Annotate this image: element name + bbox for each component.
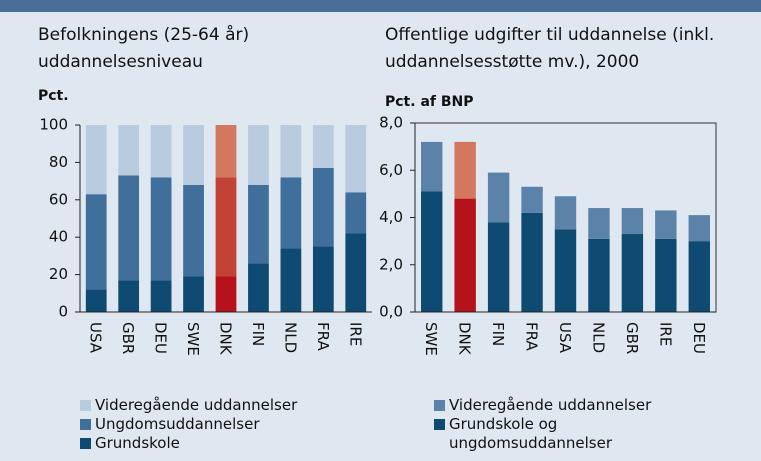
legend-label: Ungdomsuddannelser [95, 415, 260, 433]
bar-segment [183, 184, 204, 277]
x-tick-label: DEU [152, 322, 170, 354]
y-axis-label: Pct. af BNP [385, 94, 474, 110]
bar-segment [118, 125, 140, 176]
y-tick-label: 0 [58, 303, 68, 321]
bar-segment [345, 125, 367, 193]
bar-segment [85, 289, 107, 312]
bar-segment [85, 194, 107, 290]
x-tick-label: GBR [119, 322, 137, 354]
bar-segment [248, 184, 269, 264]
y-tick-label: 2,0 [379, 255, 403, 273]
bar-segment [85, 125, 107, 195]
y-tick-label: 6,0 [379, 161, 403, 179]
x-tick-label: SWE [184, 322, 202, 356]
bar-segment [215, 276, 237, 312]
bar-segment [183, 125, 204, 185]
y-tick-label: 20 [49, 265, 68, 283]
bar-segment [248, 125, 269, 185]
bar-segment [345, 192, 367, 234]
bar-segment [183, 276, 204, 312]
bar-segment [312, 246, 334, 312]
y-tick-label: 8,0 [379, 114, 403, 132]
chart-title: Offentlige udgifter til uddannelse (inkl… [385, 25, 715, 72]
legend-label: Videregående uddannelser [449, 396, 652, 414]
y-tick-label: 80 [49, 153, 68, 171]
bar-segment [215, 125, 237, 178]
header-band [0, 0, 761, 12]
bar-segment [421, 141, 443, 192]
x-tick-label: DNK [217, 322, 235, 356]
legend-item: Videregående uddannelser [80, 396, 380, 415]
legend-swatch [434, 400, 445, 411]
legend-item: Grundskole og ungdomsuddannelser [434, 415, 684, 453]
bar-segment [118, 280, 140, 312]
x-tick-label: NLD [589, 322, 607, 353]
bar-segment [118, 175, 140, 281]
x-tick-label: FRA [523, 322, 541, 351]
bar-segment [280, 125, 302, 178]
x-tick-label: NLD [281, 322, 299, 353]
x-tick-label: IRE [346, 322, 364, 346]
x-tick-label: DNK [456, 322, 474, 356]
bar-segment [521, 212, 543, 312]
y-tick-label: 60 [49, 190, 68, 208]
legend-label: Videregående uddannelser [95, 396, 298, 414]
bar-segment [655, 210, 677, 239]
bar-segment [280, 177, 302, 249]
y-tick-label: 0,0 [379, 303, 403, 321]
bar-segment [554, 196, 577, 230]
bar-segment [688, 241, 710, 312]
legend-swatch [80, 438, 91, 449]
bar-segment [688, 215, 710, 242]
bar-segment [280, 248, 302, 312]
x-tick-label: DEU [690, 322, 708, 354]
bar-segment [215, 177, 237, 277]
legend-label: Grundskole [95, 434, 180, 452]
bar-segment [588, 238, 610, 312]
bar-segment [588, 208, 610, 239]
legend-swatch [434, 419, 445, 430]
bar-segment [621, 208, 644, 235]
y-tick-label: 100 [39, 116, 68, 134]
y-tick-label: 40 [49, 228, 68, 246]
y-tick-label: 4,0 [379, 208, 403, 226]
x-tick-label: GBR [623, 322, 641, 354]
bar-segment [421, 191, 443, 312]
bar-segment [454, 141, 476, 199]
legend: Videregående uddannelser Ungdomsuddannels… [80, 396, 380, 453]
bar-segment [554, 229, 577, 312]
x-tick-label: SWE [422, 322, 440, 356]
legend-label: Grundskole og ungdomsuddannelser [449, 415, 613, 452]
bar-segment [150, 177, 172, 281]
bar-segment [487, 222, 510, 312]
bar-segment [248, 263, 269, 312]
legend: Videregående uddannelser Grundskole og un… [434, 396, 684, 453]
bar-segment [521, 186, 543, 213]
bar-segment [487, 172, 510, 223]
x-tick-label: IRE [656, 322, 674, 346]
bar-segment [312, 125, 334, 169]
chart-title: Befolkningens (25-64 år) uddannelsesnive… [38, 25, 250, 72]
x-tick-label: USA [556, 322, 574, 354]
legend-item: Videregående uddannelser [434, 396, 684, 415]
bar-segment [150, 280, 172, 312]
bar-segment [345, 233, 367, 312]
bar-segment [454, 198, 476, 312]
x-tick-label: USA [87, 322, 105, 354]
bar-segment [655, 238, 677, 312]
legend-item: Grundskole [80, 434, 380, 453]
bar-segment [621, 234, 644, 312]
x-tick-label: FIN [489, 322, 507, 346]
legend-item: Ungdomsuddannelser [80, 415, 380, 434]
x-tick-label: FRA [314, 322, 332, 351]
x-tick-label: FIN [249, 322, 267, 346]
legend-swatch [80, 400, 91, 411]
bar-segment [312, 168, 334, 247]
y-axis-label: Pct. [38, 88, 69, 104]
legend-swatch [80, 419, 91, 430]
bar-segment [150, 125, 172, 178]
